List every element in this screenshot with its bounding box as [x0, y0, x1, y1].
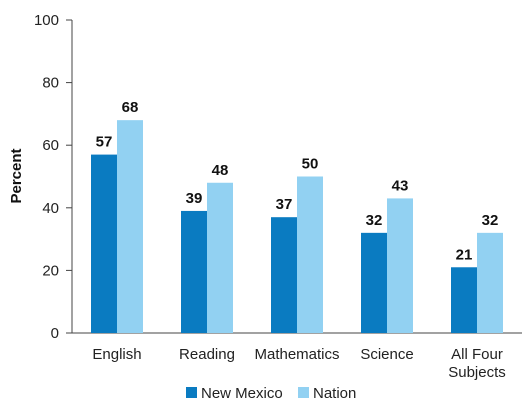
bar-nation	[477, 232, 503, 333]
data-label: 68	[122, 99, 139, 116]
y-tick-label: 60	[42, 137, 59, 154]
bar-group	[451, 232, 503, 333]
y-axis-title: Percent	[8, 148, 25, 203]
bar-group	[361, 198, 413, 333]
bar-group	[91, 120, 143, 333]
x-tick-label: Mathematics	[254, 346, 339, 363]
bar-nation	[297, 176, 323, 333]
x-tick-label: English	[92, 346, 141, 363]
bar-new-mexico	[361, 232, 387, 333]
y-tick-label: 0	[51, 325, 59, 342]
data-label: 39	[186, 190, 203, 207]
bar-new-mexico	[181, 210, 207, 333]
bar-new-mexico	[451, 267, 477, 333]
bar-groups	[91, 120, 503, 333]
legend-swatch	[186, 387, 197, 398]
x-tick-label: Subjects	[448, 364, 506, 381]
bar-nation	[387, 198, 413, 333]
y-tick-label: 100	[34, 12, 59, 29]
x-tick-label: Reading	[179, 346, 235, 363]
x-tick-label: All Four	[451, 346, 503, 363]
y-tick-label: 80	[42, 75, 59, 92]
legend-swatch	[298, 387, 309, 398]
data-label: 32	[482, 212, 499, 229]
y-axis: 0 20 40 60 80 100	[34, 12, 73, 342]
legend-label: Nation	[313, 385, 356, 402]
data-labels: 57 68 39 48 37 50 32 43 21 32	[96, 99, 499, 263]
data-label: 32	[366, 212, 383, 229]
data-label: 57	[96, 134, 113, 151]
x-tick-label: Science	[360, 346, 413, 363]
data-label: 21	[456, 246, 473, 263]
bar-new-mexico	[91, 154, 117, 333]
bar-nation	[207, 182, 233, 333]
data-label: 50	[302, 156, 319, 173]
legend-label: New Mexico	[201, 385, 283, 402]
data-label: 48	[212, 162, 229, 179]
legend: New Mexico Nation	[186, 385, 356, 402]
y-tick-label: 20	[42, 262, 59, 279]
bar-nation	[117, 120, 143, 333]
bar-group	[181, 182, 233, 333]
y-tick-label: 40	[42, 200, 59, 217]
bar-new-mexico	[271, 217, 297, 333]
x-axis: English Reading Mathematics Science All Four…	[72, 332, 522, 381]
bar-group	[271, 176, 323, 333]
data-label: 43	[392, 177, 409, 194]
data-label: 37	[276, 196, 293, 213]
